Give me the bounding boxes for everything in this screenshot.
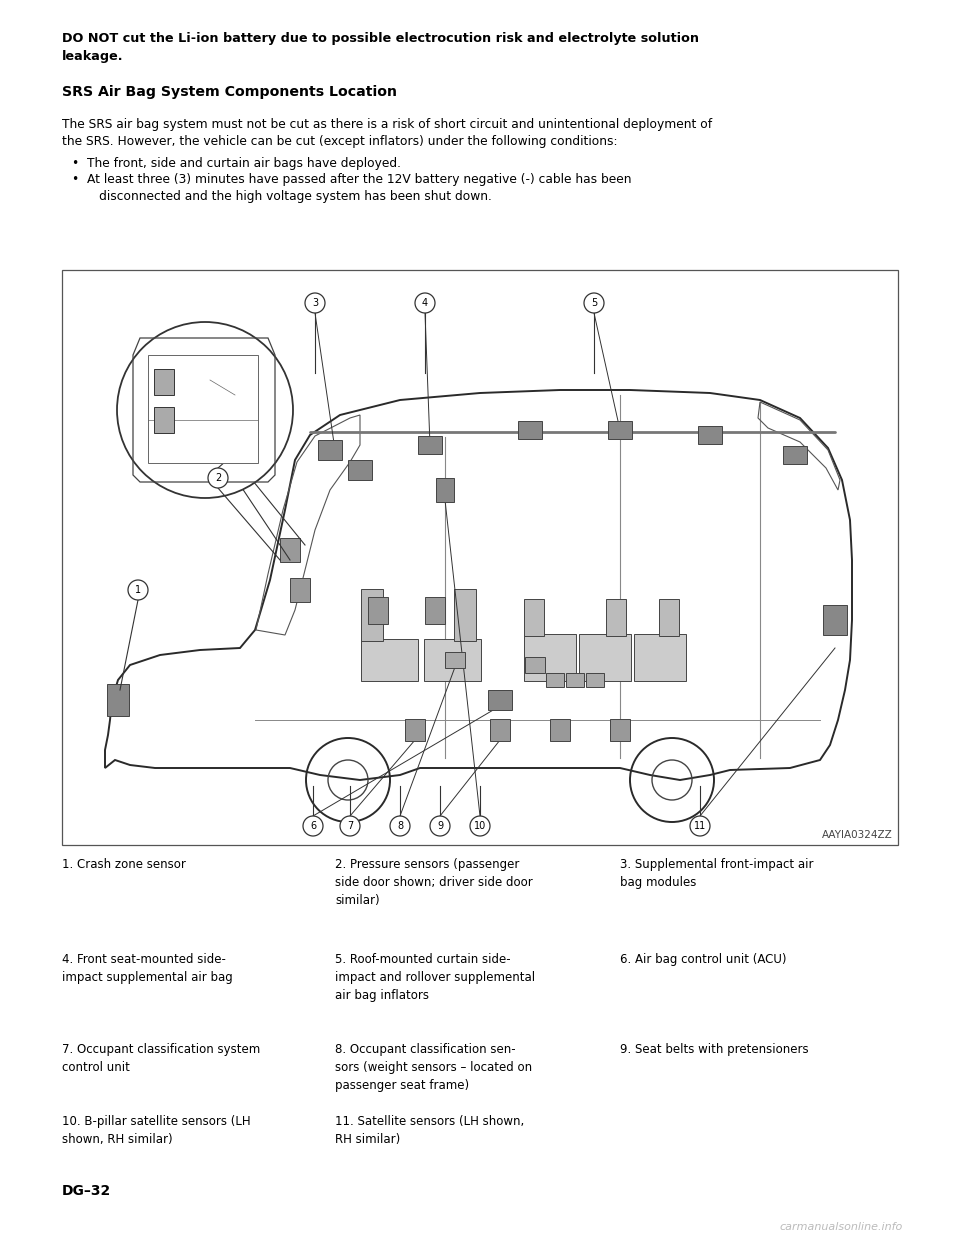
- Circle shape: [303, 816, 323, 836]
- FancyBboxPatch shape: [579, 633, 631, 681]
- FancyBboxPatch shape: [783, 446, 807, 465]
- FancyBboxPatch shape: [280, 538, 300, 561]
- FancyBboxPatch shape: [524, 633, 576, 681]
- Text: disconnected and the high voltage system has been shut down.: disconnected and the high voltage system…: [72, 190, 492, 202]
- Text: 6: 6: [310, 821, 316, 831]
- FancyBboxPatch shape: [490, 719, 510, 741]
- Circle shape: [415, 293, 435, 313]
- Circle shape: [584, 293, 604, 313]
- Text: 7: 7: [347, 821, 353, 831]
- Circle shape: [390, 816, 410, 836]
- FancyBboxPatch shape: [348, 460, 372, 479]
- FancyBboxPatch shape: [634, 633, 686, 681]
- FancyBboxPatch shape: [445, 652, 465, 668]
- Circle shape: [340, 816, 360, 836]
- FancyBboxPatch shape: [361, 638, 418, 681]
- Text: 6. Air bag control unit (ACU): 6. Air bag control unit (ACU): [620, 953, 786, 966]
- Text: the SRS. However, the vehicle can be cut (except inflators) under the following : the SRS. However, the vehicle can be cut…: [62, 135, 617, 148]
- FancyBboxPatch shape: [424, 638, 481, 681]
- FancyBboxPatch shape: [586, 673, 604, 687]
- Circle shape: [690, 816, 710, 836]
- Text: 10: 10: [474, 821, 486, 831]
- Text: •  The front, side and curtain air bags have deployed.: • The front, side and curtain air bags h…: [72, 156, 401, 170]
- Text: 2. Pressure sensors (passenger
side door shown; driver side door
similar): 2. Pressure sensors (passenger side door…: [335, 858, 533, 907]
- FancyBboxPatch shape: [823, 605, 847, 635]
- FancyBboxPatch shape: [610, 719, 630, 741]
- FancyBboxPatch shape: [154, 407, 174, 433]
- FancyBboxPatch shape: [698, 426, 722, 443]
- FancyBboxPatch shape: [405, 719, 425, 741]
- FancyBboxPatch shape: [488, 691, 512, 710]
- Text: 8: 8: [396, 821, 403, 831]
- FancyBboxPatch shape: [546, 673, 564, 687]
- Text: 1: 1: [135, 585, 141, 595]
- Circle shape: [128, 580, 148, 600]
- Text: 11. Satellite sensors (LH shown,
RH similar): 11. Satellite sensors (LH shown, RH simi…: [335, 1115, 524, 1146]
- FancyBboxPatch shape: [436, 478, 454, 502]
- Text: The SRS air bag system must not be cut as there is a risk of short circuit and u: The SRS air bag system must not be cut a…: [62, 118, 712, 130]
- Circle shape: [305, 293, 325, 313]
- Text: carmanualsonline.info: carmanualsonline.info: [780, 1222, 903, 1232]
- FancyBboxPatch shape: [318, 440, 342, 460]
- Text: 8. Occupant classification sen-
sors (weight sensors – located on
passenger seat: 8. Occupant classification sen- sors (we…: [335, 1043, 532, 1092]
- FancyBboxPatch shape: [368, 596, 388, 623]
- Text: 4: 4: [422, 298, 428, 308]
- FancyBboxPatch shape: [550, 719, 570, 741]
- FancyBboxPatch shape: [425, 596, 445, 623]
- Text: 5. Roof-mounted curtain side-
impact and rollover supplemental
air bag inflators: 5. Roof-mounted curtain side- impact and…: [335, 953, 535, 1002]
- Circle shape: [208, 468, 228, 488]
- FancyBboxPatch shape: [361, 589, 383, 641]
- Text: 3. Supplemental front-impact air
bag modules: 3. Supplemental front-impact air bag mod…: [620, 858, 813, 889]
- Text: 9. Seat belts with pretensioners: 9. Seat belts with pretensioners: [620, 1043, 808, 1056]
- FancyBboxPatch shape: [608, 421, 632, 438]
- FancyBboxPatch shape: [518, 421, 542, 438]
- FancyBboxPatch shape: [606, 599, 626, 636]
- Text: •  At least three (3) minutes have passed after the 12V battery negative (-) cab: • At least three (3) minutes have passed…: [72, 173, 632, 186]
- FancyBboxPatch shape: [154, 369, 174, 395]
- Text: 4. Front seat-mounted side-
impact supplemental air bag: 4. Front seat-mounted side- impact suppl…: [62, 953, 232, 984]
- Text: leakage.: leakage.: [62, 50, 124, 63]
- Bar: [62, 270, 898, 845]
- Circle shape: [117, 322, 293, 498]
- Text: 10. B-pillar satellite sensors (LH
shown, RH similar): 10. B-pillar satellite sensors (LH shown…: [62, 1115, 251, 1146]
- Text: 3: 3: [312, 298, 318, 308]
- Text: SRS Air Bag System Components Location: SRS Air Bag System Components Location: [62, 84, 397, 99]
- Text: DO NOT cut the Li-ion battery due to possible electrocution risk and electrolyte: DO NOT cut the Li-ion battery due to pos…: [62, 32, 699, 45]
- Bar: [148, 355, 258, 463]
- FancyBboxPatch shape: [290, 578, 310, 602]
- FancyBboxPatch shape: [107, 684, 129, 715]
- FancyBboxPatch shape: [525, 657, 545, 673]
- Text: 7. Occupant classification system
control unit: 7. Occupant classification system contro…: [62, 1043, 260, 1074]
- Circle shape: [430, 816, 450, 836]
- Text: 9: 9: [437, 821, 444, 831]
- Text: 2: 2: [215, 473, 221, 483]
- Text: AAYIA0324ZZ: AAYIA0324ZZ: [823, 830, 893, 840]
- Text: 5: 5: [590, 298, 597, 308]
- Text: 11: 11: [694, 821, 707, 831]
- Text: DG–32: DG–32: [62, 1184, 111, 1199]
- FancyBboxPatch shape: [524, 599, 544, 636]
- FancyBboxPatch shape: [566, 673, 584, 687]
- Text: 1. Crash zone sensor: 1. Crash zone sensor: [62, 858, 186, 871]
- FancyBboxPatch shape: [418, 436, 442, 455]
- FancyBboxPatch shape: [659, 599, 679, 636]
- FancyBboxPatch shape: [454, 589, 476, 641]
- Circle shape: [470, 816, 490, 836]
